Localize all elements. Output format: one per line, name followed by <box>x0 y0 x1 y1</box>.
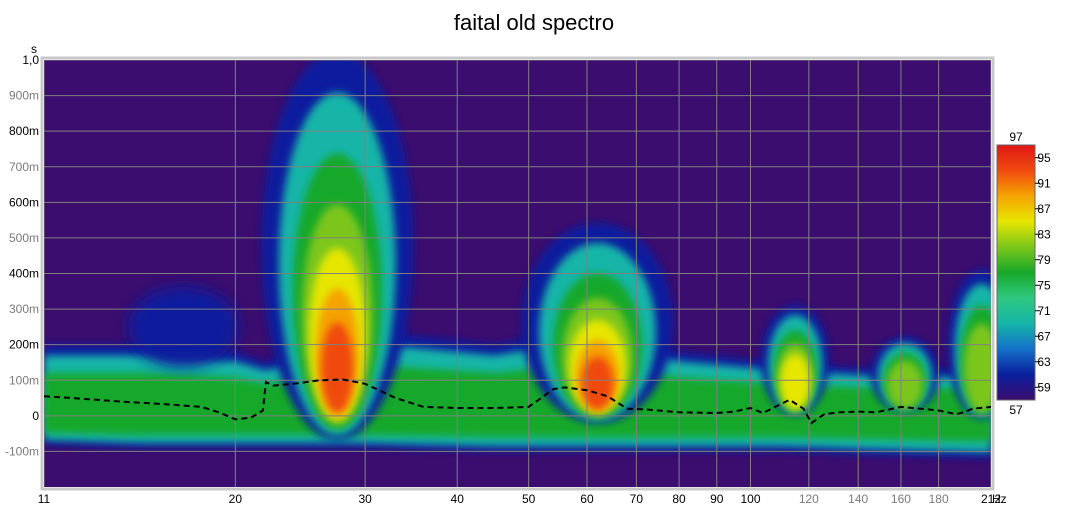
colorbar-ticks: 97 95 91 87 83 79 75 71 67 63 59 57 <box>1009 130 1051 417</box>
peak-layer <box>964 323 991 413</box>
y-tick-label: 900m <box>9 89 39 103</box>
colorbar-label: 71 <box>1037 304 1051 318</box>
x-tick-label: 20 <box>229 492 243 506</box>
plot-frame <box>40 56 995 491</box>
x-tick-label: 120 <box>799 492 819 506</box>
y-tick-label: 500m <box>9 231 39 245</box>
colorbar-gradient <box>996 144 1036 401</box>
x-tick-label: 30 <box>358 492 372 506</box>
y-axis-label: s <box>31 42 37 56</box>
lobe-low-freq <box>128 286 239 367</box>
peak-layer <box>887 360 923 409</box>
x-tick-label: 90 <box>710 492 724 506</box>
peak-layer <box>581 356 614 410</box>
colorbar: 97 95 91 87 83 79 75 71 67 63 59 57 <box>996 130 1051 417</box>
peak-layer <box>780 354 811 410</box>
y-tick-label: 300m <box>9 302 39 316</box>
colorbar-label: 67 <box>1037 329 1051 343</box>
x-tick-label: 80 <box>672 492 686 506</box>
colorbar-label: 97 <box>1009 130 1023 144</box>
series-layer <box>44 378 991 425</box>
colorbar-label: 63 <box>1037 355 1051 369</box>
grid-lines <box>44 60 991 487</box>
band-green <box>44 362 991 442</box>
peak-layer <box>321 322 354 413</box>
x-tick-label: 60 <box>580 492 594 506</box>
x-tick-label: 11 <box>38 492 51 506</box>
y-tick-label: 800m <box>9 124 39 138</box>
y-tick-label: -100m <box>5 444 39 458</box>
x-tick-label: 140 <box>848 492 868 506</box>
x-axis-label: Hz <box>992 492 1007 506</box>
y-axis-ticks: 1,0 900m 800m 700m 600m 500m 400m 300m 200m 100m 0… <box>5 53 39 458</box>
x-tick-label: 70 <box>630 492 644 506</box>
colorbar-label: 83 <box>1037 227 1051 241</box>
y-tick-label: 1,0 <box>22 53 39 67</box>
x-axis-ticks: 11 20 30 40 50 60 70 80 90 100 120 140 160 180 212 <box>38 492 1002 506</box>
y-tick-label: 200m <box>9 338 39 352</box>
colorbar-label: 91 <box>1037 176 1051 190</box>
y-tick-label: 600m <box>9 195 39 209</box>
y-tick-label: 700m <box>9 160 39 174</box>
x-tick-label: 212 <box>981 492 1001 506</box>
series-line <box>44 378 991 425</box>
colorbar-label: 79 <box>1037 253 1051 267</box>
colorbar-label: 59 <box>1037 380 1051 394</box>
plot-border <box>40 56 995 491</box>
colorbar-label: 87 <box>1037 202 1051 216</box>
x-tick-label: 180 <box>929 492 949 506</box>
x-tick-label: 40 <box>451 492 465 506</box>
x-tick-label: 50 <box>522 492 536 506</box>
y-tick-label: 400m <box>9 267 39 281</box>
y-tick-label: 0 <box>32 409 39 423</box>
y-tick-label: 100m <box>9 373 39 387</box>
colorbar-label: 75 <box>1037 278 1051 292</box>
colorbar-label: 95 <box>1037 151 1051 165</box>
colorbar-label: 57 <box>1009 403 1023 417</box>
x-tick-label: 160 <box>891 492 911 506</box>
chart-title: faital old spectro <box>454 10 614 35</box>
x-tick-label: 100 <box>740 492 760 506</box>
